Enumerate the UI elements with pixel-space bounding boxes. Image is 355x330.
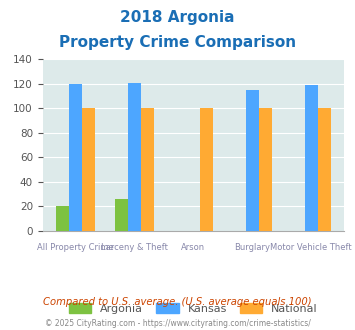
Text: © 2025 CityRating.com - https://www.cityrating.com/crime-statistics/: © 2025 CityRating.com - https://www.city…: [45, 319, 310, 328]
Text: Arson: Arson: [181, 243, 206, 252]
Text: Compared to U.S. average. (U.S. average equals 100): Compared to U.S. average. (U.S. average …: [43, 297, 312, 307]
Bar: [56, 207, 69, 231]
Bar: [318, 109, 331, 231]
Bar: [128, 83, 141, 231]
Bar: [305, 85, 318, 231]
Bar: [69, 84, 82, 231]
Text: Property Crime Comparison: Property Crime Comparison: [59, 35, 296, 50]
Text: All Property Crime: All Property Crime: [37, 243, 114, 252]
Bar: [141, 109, 154, 231]
Text: 2018 Argonia: 2018 Argonia: [120, 10, 235, 25]
Bar: [246, 90, 259, 231]
Bar: [259, 109, 272, 231]
Bar: [115, 199, 128, 231]
Text: Burglary: Burglary: [234, 243, 271, 252]
Text: Larceny & Theft: Larceny & Theft: [101, 243, 168, 252]
Bar: [82, 109, 95, 231]
Text: Motor Vehicle Theft: Motor Vehicle Theft: [271, 243, 352, 252]
Legend: Argonia, Kansas, National: Argonia, Kansas, National: [65, 298, 322, 318]
Bar: [200, 109, 213, 231]
